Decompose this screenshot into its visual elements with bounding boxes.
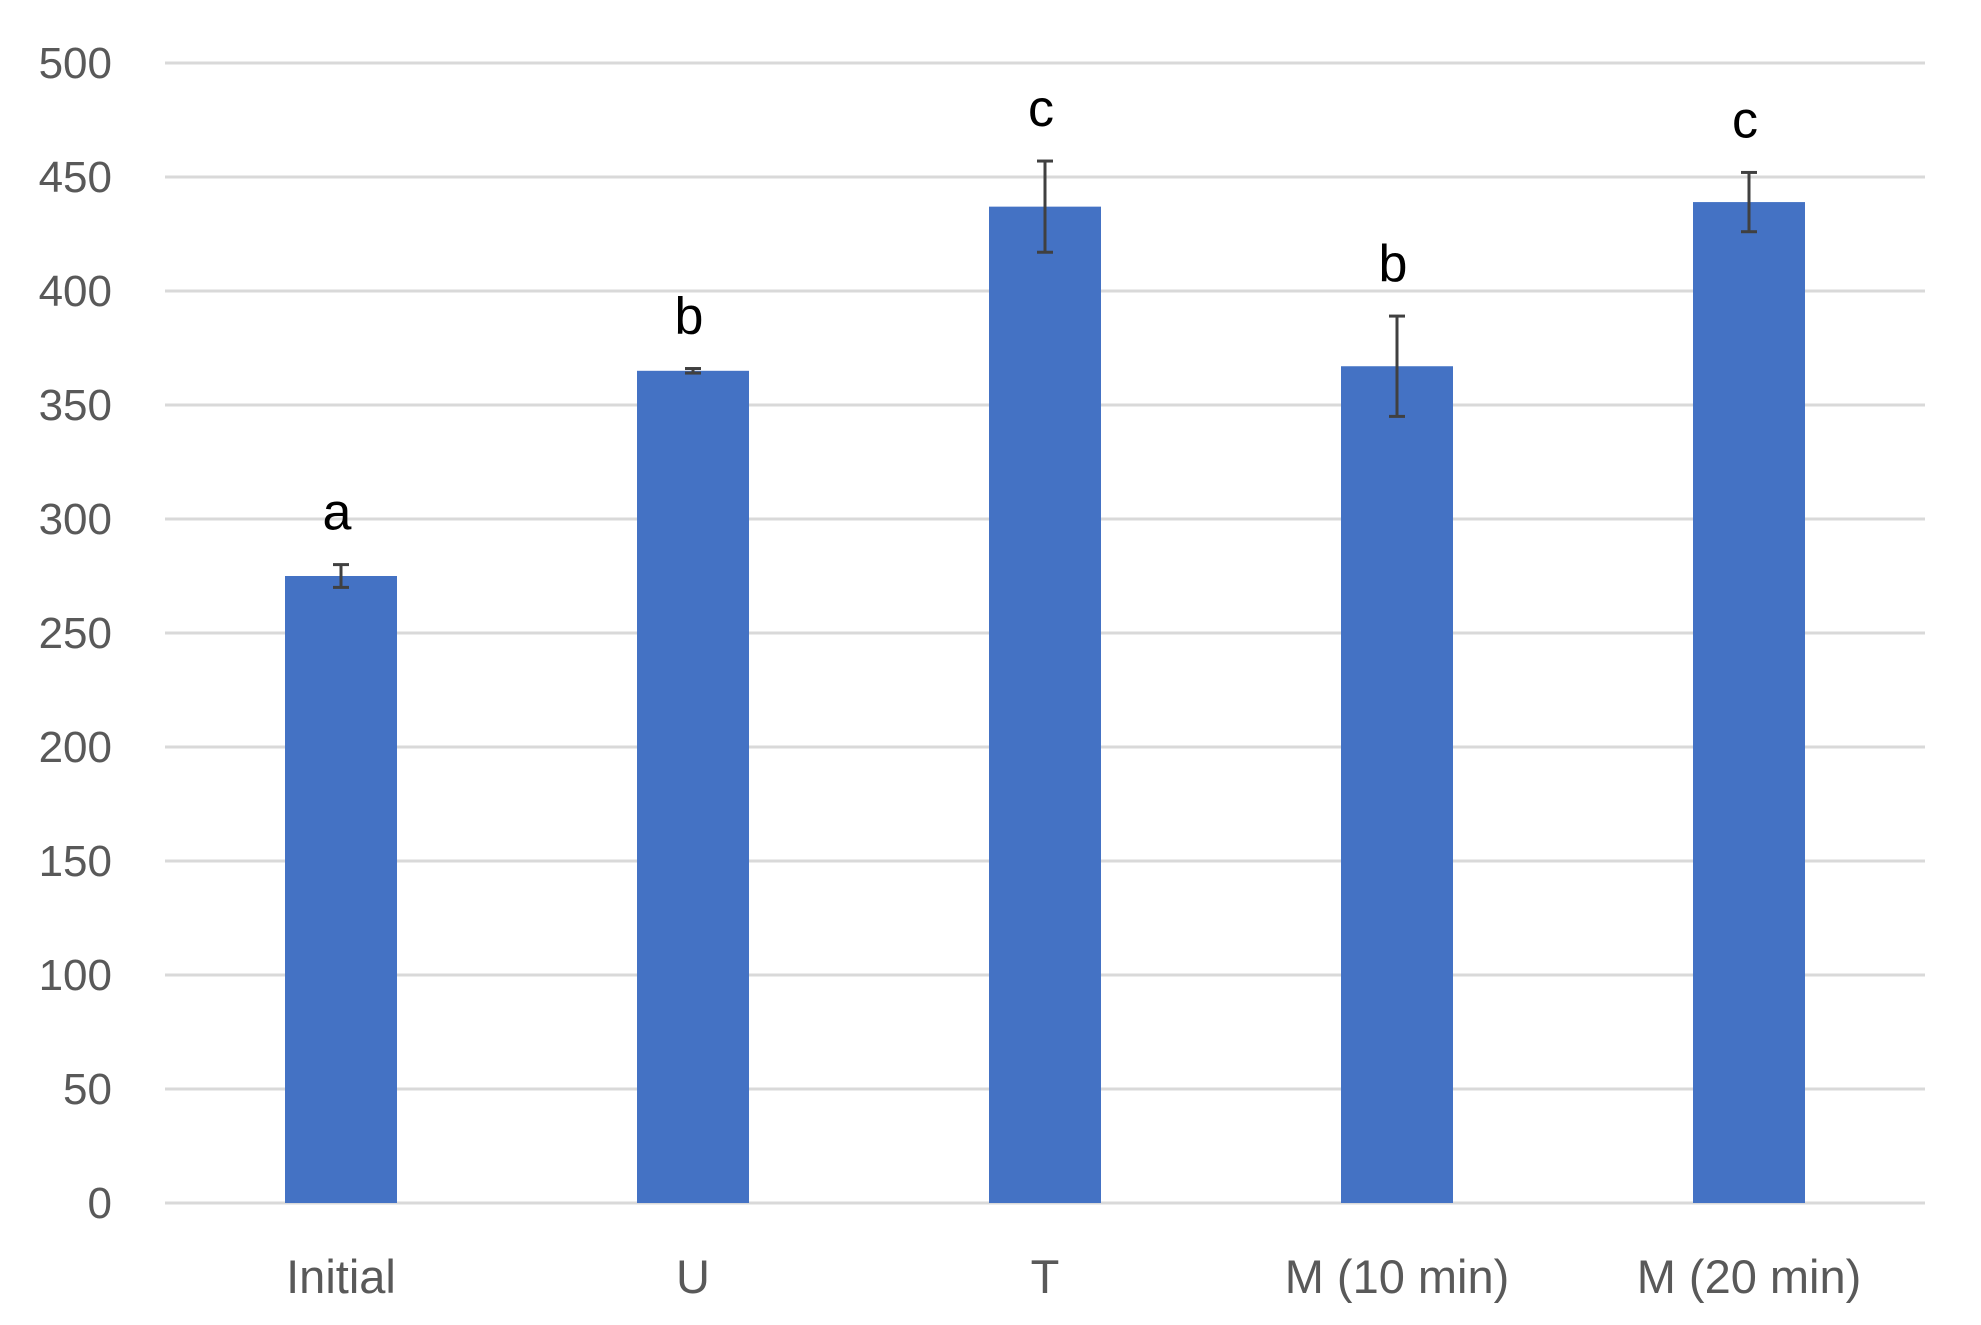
y-tick-label: 300 <box>39 495 112 544</box>
bar <box>637 370 749 1203</box>
x-category-label: M (10 min) <box>1285 1250 1510 1303</box>
y-tick-label: 50 <box>63 1065 112 1114</box>
bar <box>285 576 397 1203</box>
y-tick-label: 0 <box>88 1179 112 1228</box>
error-bar <box>685 367 701 375</box>
significance-letter: b <box>675 288 704 346</box>
y-tick-label: 250 <box>39 609 112 658</box>
significance-letter: b <box>1379 235 1408 293</box>
y-tick-label: 400 <box>39 267 112 316</box>
error-bar <box>1741 170 1757 234</box>
significance-letters: a b c b c <box>323 80 1758 542</box>
x-category-label: M (20 min) <box>1637 1250 1862 1303</box>
significance-letter: c <box>1028 80 1054 138</box>
bar <box>1341 366 1453 1203</box>
y-axis-tick-labels: 0 50 100 150 200 250 300 350 400 450 500 <box>39 39 112 1228</box>
error-bar <box>1389 314 1405 418</box>
y-tick-label: 200 <box>39 723 112 772</box>
y-tick-label: 350 <box>39 381 112 430</box>
x-category-label: Initial <box>286 1250 396 1303</box>
x-axis-category-labels: Initial U T M (10 min) M (20 min) <box>286 1250 1861 1303</box>
y-tick-label: 500 <box>39 39 112 88</box>
error-bar <box>1037 159 1053 254</box>
y-tick-label: 450 <box>39 153 112 202</box>
y-tick-label: 100 <box>39 951 112 1000</box>
bar <box>989 206 1101 1203</box>
bars <box>285 202 1805 1203</box>
x-category-label: T <box>1031 1250 1060 1303</box>
y-tick-label: 150 <box>39 837 112 886</box>
significance-letter: c <box>1732 91 1758 149</box>
bar <box>1693 202 1805 1203</box>
error-bars <box>333 159 1757 589</box>
significance-letter: a <box>323 484 352 542</box>
error-bar <box>333 563 349 589</box>
x-category-label: U <box>676 1250 710 1303</box>
